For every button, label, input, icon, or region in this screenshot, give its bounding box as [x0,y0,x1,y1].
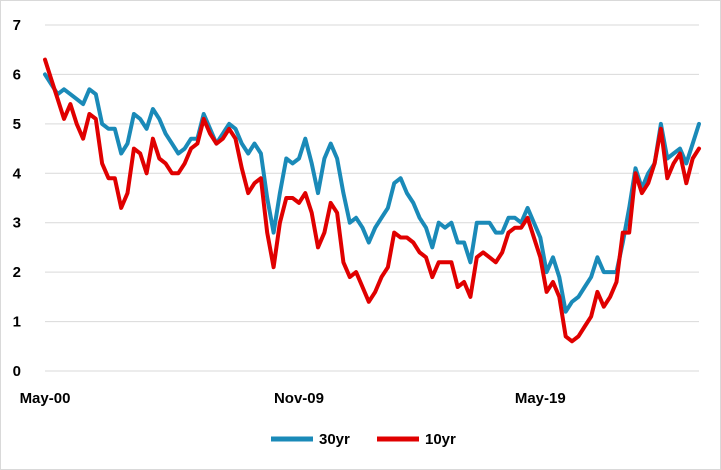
y-tick-labels: 0 1 2 3 4 5 6 7 [13,17,22,380]
series-lines [43,57,701,344]
y-tick-label: 1 [13,314,21,331]
y-tick-label: 5 [13,116,21,133]
legend-label-10yr: 10yr [425,431,456,448]
legend-label-30yr: 30yr [319,431,350,448]
y-tick-label: 3 [13,215,21,232]
x-tick-label: May-19 [515,390,566,407]
y-tick-label: 2 [13,264,21,281]
x-tick-labels: May-00 Nov-09 May-19 [20,390,566,407]
y-tick-label: 0 [13,363,21,380]
y-tick-label: 7 [13,17,21,34]
series-line-10yr [43,57,701,344]
series-line-30yr [43,72,701,314]
gridlines [45,24,699,323]
legend: 30yr 10yr [271,431,456,448]
y-tick-label: 6 [13,66,21,83]
x-tick-label: Nov-09 [274,390,324,407]
x-tick-label: May-00 [20,390,71,407]
y-tick-label: 4 [13,165,22,182]
